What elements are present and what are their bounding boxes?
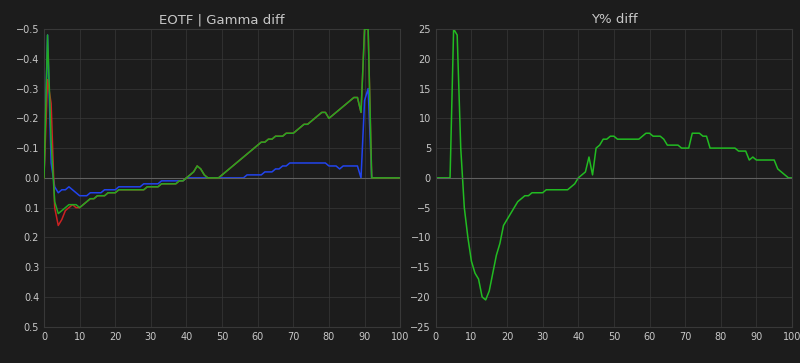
Title: EOTF | Gamma diff: EOTF | Gamma diff — [159, 13, 285, 26]
Title: Y% diff: Y% diff — [590, 13, 638, 26]
